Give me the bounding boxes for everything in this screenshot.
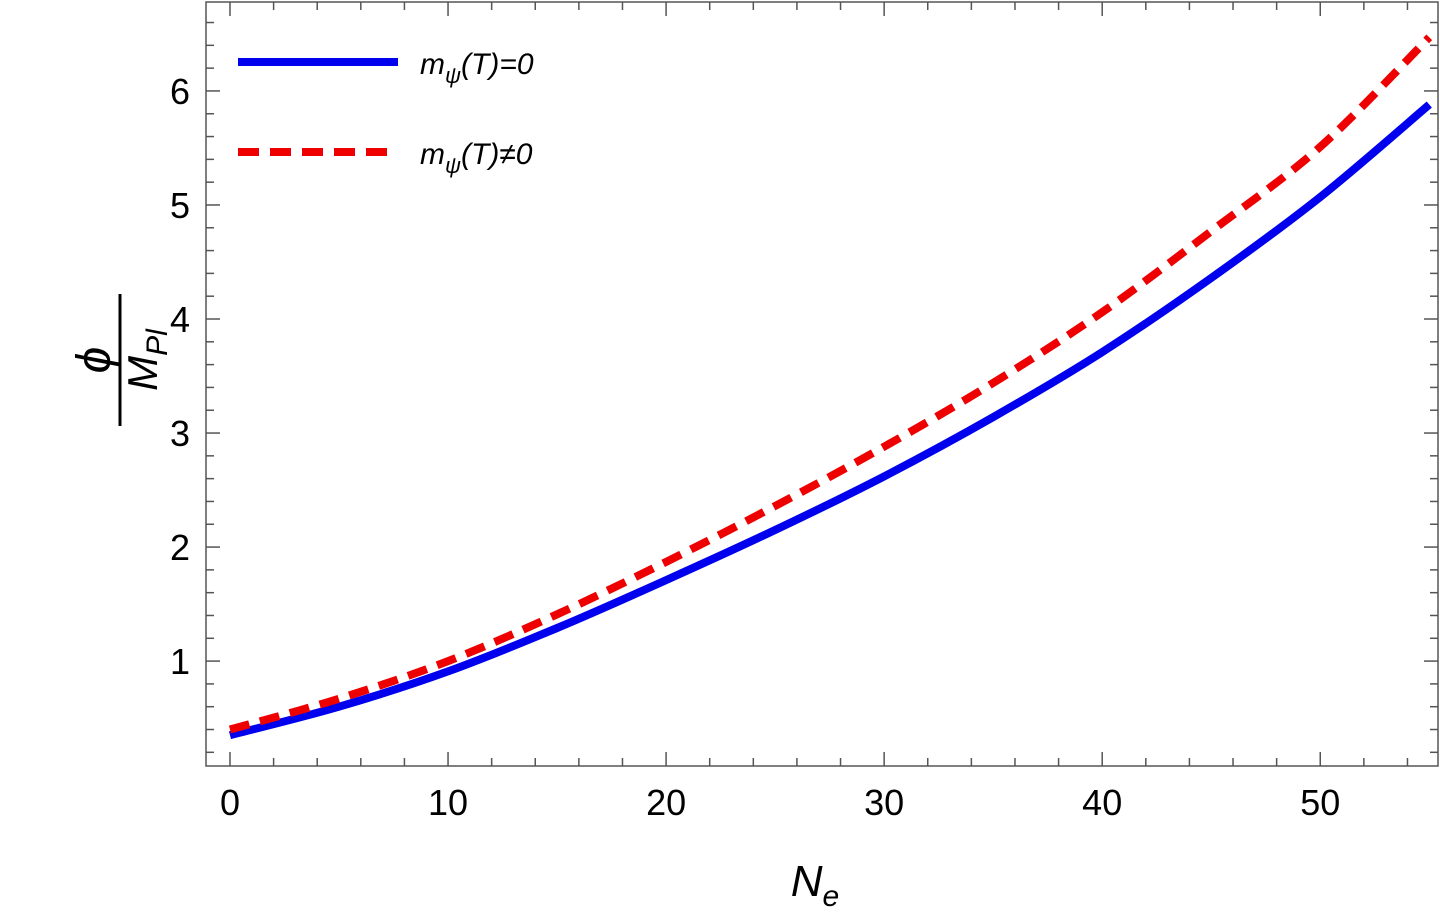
y-tick-label: 5 xyxy=(170,185,190,226)
plot-frame xyxy=(205,1,1439,767)
legend-label-series-1: mψ(T)=0 xyxy=(420,48,534,88)
series-line-m-psi-nonzero xyxy=(228,34,1433,734)
y-tick-label: 1 xyxy=(170,641,190,682)
x-tick-label: 40 xyxy=(1082,782,1122,823)
series-layer xyxy=(228,34,1433,740)
y-axis-title: ϕ MPl xyxy=(68,294,174,426)
x-tick-label: 20 xyxy=(646,782,686,823)
y-axis-title-numerator: ϕ xyxy=(68,347,121,374)
y-tick-label: 6 xyxy=(170,71,190,112)
x-tick-label: 50 xyxy=(1300,782,1340,823)
y-axis-title-denominator: MPl xyxy=(119,328,174,391)
x-tick-label: 0 xyxy=(220,782,240,823)
y-tick-label: 2 xyxy=(170,527,190,568)
y-tick-label: 4 xyxy=(170,299,190,340)
plot-frame-layer xyxy=(205,1,1439,767)
legend-label-series-2: mψ(T)≠0 xyxy=(420,138,533,178)
x-axis-title: Ne xyxy=(791,857,839,913)
x-tick-label: 10 xyxy=(428,782,468,823)
legend: mψ(T)=0 mψ(T)≠0 xyxy=(238,48,534,178)
y-tick-label: 3 xyxy=(170,413,190,454)
ticks-layer: 0 10 20 30 40 50 1 2 3 4 5 6 xyxy=(170,2,1438,823)
x-tick-label: 30 xyxy=(864,782,904,823)
series-line-m-psi-zero xyxy=(229,101,1432,740)
